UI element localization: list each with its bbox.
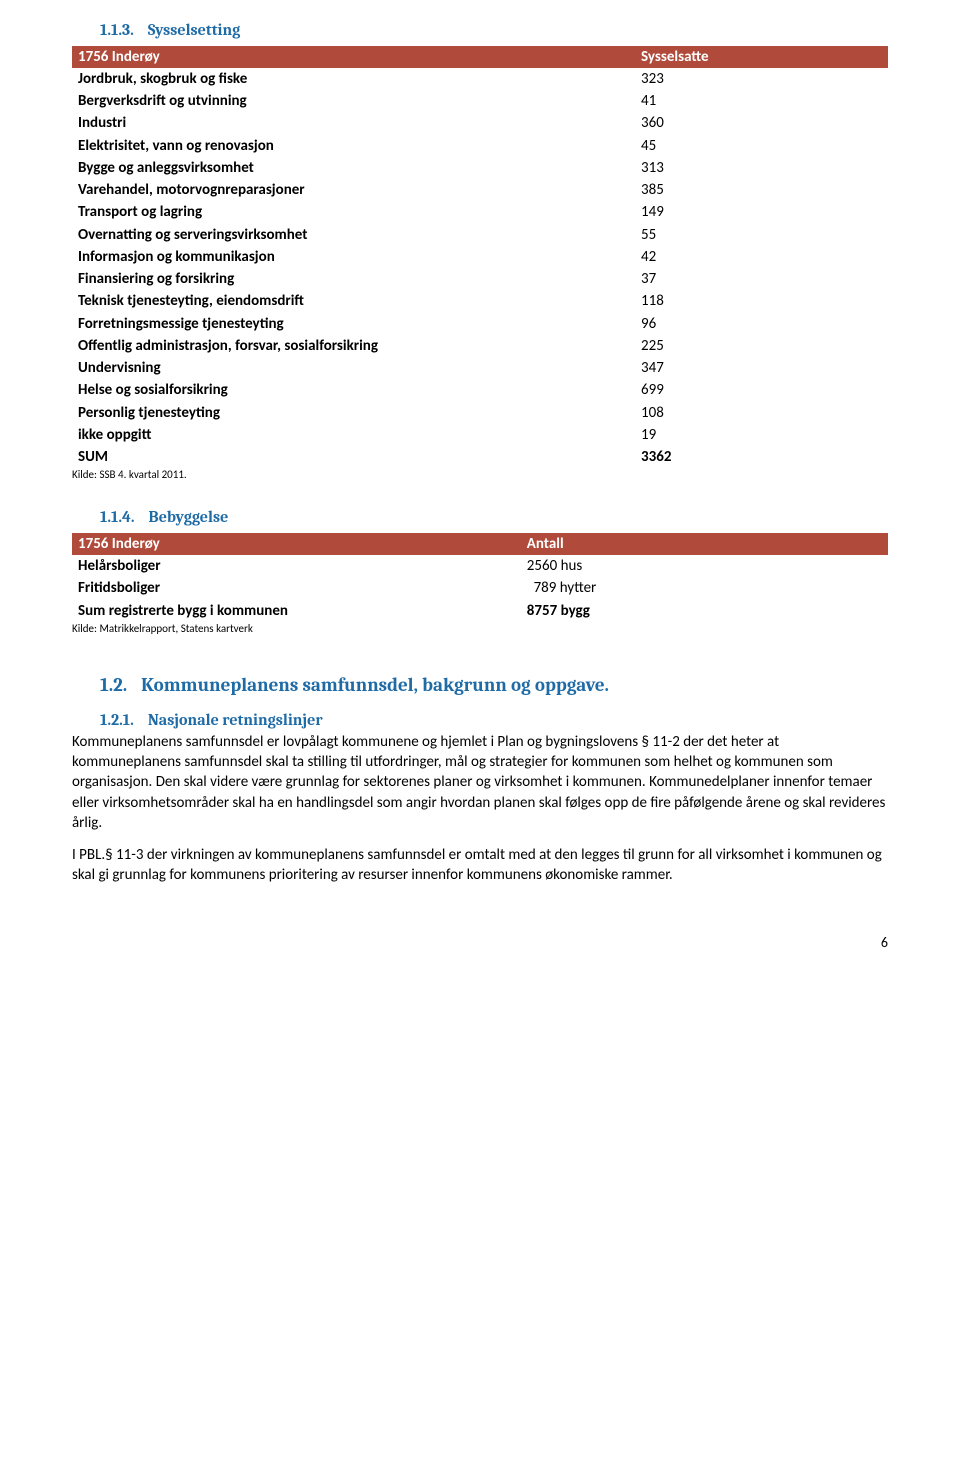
paragraph-pbl: I PBL.§ 11-3 der virkningen av kommunepl… — [72, 845, 888, 886]
row-value: 385 — [635, 179, 888, 201]
sum-label: Sum registrerte bygg i kommunen — [72, 600, 521, 622]
row-label: Helårsboliger — [72, 555, 521, 577]
table2-source: Kilde: Matrikkelrapport, Statens kartver… — [72, 622, 888, 637]
table-row: Varehandel, motorvognreparasjoner385 — [72, 179, 888, 201]
row-value: 360 — [635, 112, 888, 134]
row-value: 42 — [635, 246, 888, 268]
paragraph-text: I PBL.§ 11-3 der virkningen av kommunepl… — [72, 846, 882, 884]
heading-number: 1.2. — [100, 673, 127, 699]
row-value: 41 — [635, 90, 888, 112]
table-row: Finansiering og forsikring37 — [72, 268, 888, 290]
row-value: 347 — [635, 357, 888, 379]
heading-number: 1.1.4. — [100, 507, 135, 529]
heading-text: Bebyggelse — [149, 508, 229, 526]
page-number: 6 — [72, 934, 888, 953]
table-row: Transport og lagring149 — [72, 201, 888, 223]
table-row: Jordbruk, skogbruk og fiske323 — [72, 68, 888, 90]
table-row: Helårsboliger2560 hus — [72, 555, 888, 577]
table-row: Bygge og anleggsvirksomhet313 — [72, 157, 888, 179]
table-header-row: 1756 InderøySysselsatte — [72, 46, 888, 68]
row-value: 225 — [635, 335, 888, 357]
row-label: Varehandel, motorvognreparasjoner — [72, 179, 635, 201]
table-header-cell: Antall — [521, 533, 888, 555]
table-row: Teknisk tjenesteyting, eiendomsdrift118 — [72, 290, 888, 312]
table-row: Helse og sosialforsikring699 — [72, 379, 888, 401]
row-label: Finansiering og forsikring — [72, 268, 635, 290]
row-value: 55 — [635, 224, 888, 246]
row-label: Undervisning — [72, 357, 635, 379]
table-sysselsetting: 1756 InderøySysselsatteJordbruk, skogbru… — [72, 46, 888, 469]
table-row: Personlig tjenesteyting108 — [72, 402, 888, 424]
heading-number: 1.2.1. — [100, 711, 134, 729]
heading-text: Nasjonale retningslinjer — [148, 711, 323, 729]
row-label: Offentlig administrasjon, forsvar, sosia… — [72, 335, 635, 357]
heading-text: Sysselsetting — [148, 21, 240, 39]
table-row: Offentlig administrasjon, forsvar, sosia… — [72, 335, 888, 357]
row-value: 699 — [635, 379, 888, 401]
row-label: Helse og sosialforsikring — [72, 379, 635, 401]
row-value: 789 hytter — [521, 577, 888, 599]
table-row: ikke oppgitt19 — [72, 424, 888, 446]
row-value: 45 — [635, 135, 888, 157]
heading-number: 1.1.3. — [100, 20, 134, 42]
table-sum-row: SUM3362 — [72, 446, 888, 468]
row-value: 149 — [635, 201, 888, 223]
row-label: Bergverksdrift og utvinning — [72, 90, 635, 112]
row-value: 323 — [635, 68, 888, 90]
table-row: Undervisning347 — [72, 357, 888, 379]
row-label: Bygge og anleggsvirksomhet — [72, 157, 635, 179]
row-label: Personlig tjenesteyting — [72, 402, 635, 424]
table-row: Fritidsboliger 789 hytter — [72, 577, 888, 599]
row-label: ikke oppgitt — [72, 424, 635, 446]
sum-value: 3362 — [635, 446, 888, 468]
row-label: Overnatting og serveringsvirksomhet — [72, 224, 635, 246]
heading-bebyggelse: 1.1.4. Bebyggelse — [72, 507, 888, 529]
table-row: Bergverksdrift og utvinning41 — [72, 90, 888, 112]
row-value: 19 — [635, 424, 888, 446]
heading-text: Kommuneplanens samfunnsdel, bakgrunn og … — [141, 674, 609, 696]
paragraph-nasjonale: 1.2.1. Nasjonale retningslinjer Kommunepl… — [72, 710, 888, 833]
table1-source: Kilde: SSB 4. kvartal 2011. — [72, 468, 888, 483]
heading-kommuneplanens: 1.2. Kommuneplanens samfunnsdel, bakgrunn… — [72, 673, 888, 699]
paragraph-text: Kommuneplanens samfunnsdel er lovpålagt … — [72, 733, 885, 832]
sum-value: 8757 bygg — [521, 600, 888, 622]
row-value: 313 — [635, 157, 888, 179]
row-label: Jordbruk, skogbruk og fiske — [72, 68, 635, 90]
row-label: Teknisk tjenesteyting, eiendomsdrift — [72, 290, 635, 312]
row-value: 2560 hus — [521, 555, 888, 577]
row-value: 118 — [635, 290, 888, 312]
table-row: Overnatting og serveringsvirksomhet55 — [72, 224, 888, 246]
heading-sysselsetting: 1.1.3. Sysselsetting — [72, 20, 888, 42]
row-value: 108 — [635, 402, 888, 424]
row-label: Fritidsboliger — [72, 577, 521, 599]
table-row: Informasjon og kommunikasjon42 — [72, 246, 888, 268]
sum-label: SUM — [72, 446, 635, 468]
table-row: Industri360 — [72, 112, 888, 134]
table-header-cell: 1756 Inderøy — [72, 533, 521, 555]
table-row: Elektrisitet, vann og renovasjon45 — [72, 135, 888, 157]
row-label: Elektrisitet, vann og renovasjon — [72, 135, 635, 157]
table-header-cell: Sysselsatte — [635, 46, 888, 68]
row-label: Forretningsmessige tjenesteyting — [72, 313, 635, 335]
row-label: Industri — [72, 112, 635, 134]
row-label: Informasjon og kommunikasjon — [72, 246, 635, 268]
table-bebyggelse: 1756 InderøyAntallHelårsboliger2560 husF… — [72, 533, 888, 622]
row-label: Transport og lagring — [72, 201, 635, 223]
row-value: 37 — [635, 268, 888, 290]
table-header-row: 1756 InderøyAntall — [72, 533, 888, 555]
table-row: Forretningsmessige tjenesteyting96 — [72, 313, 888, 335]
table-sum-row: Sum registrerte bygg i kommunen8757 bygg — [72, 600, 888, 622]
row-value: 96 — [635, 313, 888, 335]
table-header-cell: 1756 Inderøy — [72, 46, 635, 68]
